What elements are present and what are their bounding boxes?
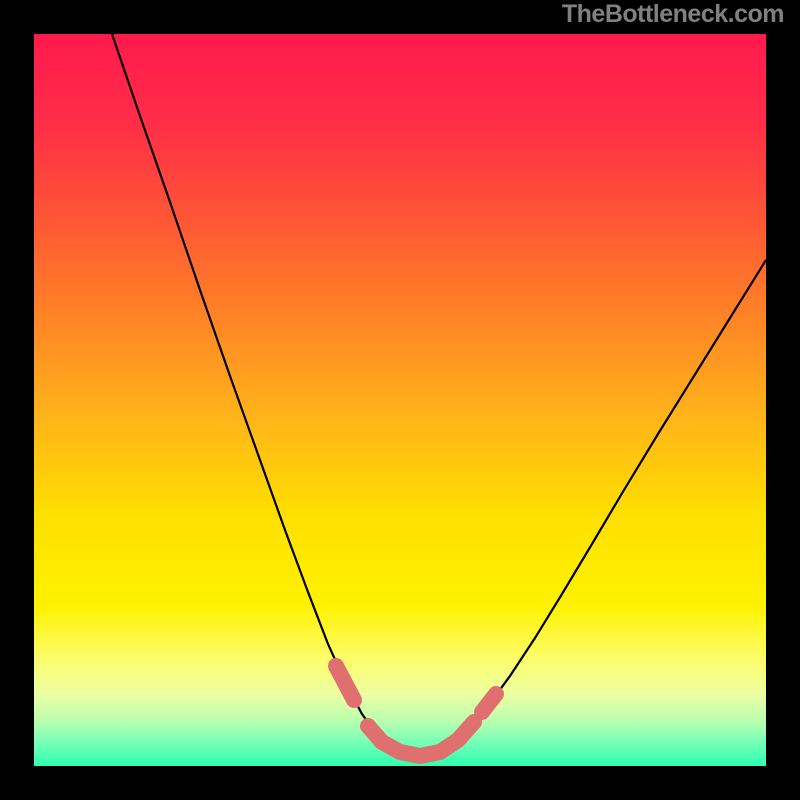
highlight-dash — [482, 694, 496, 712]
watermark-text: TheBottleneck.com — [562, 0, 784, 29]
chart-container: TheBottleneck.com — [0, 0, 800, 800]
bottleneck-curve-chart — [0, 0, 800, 800]
